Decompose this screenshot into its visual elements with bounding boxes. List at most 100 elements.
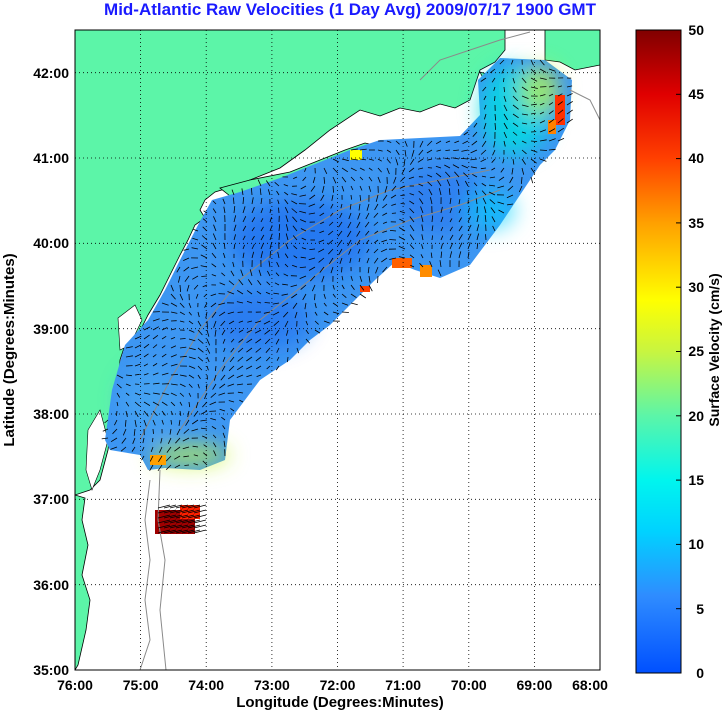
velocity-arrow	[203, 210, 208, 214]
velocity-arrow	[260, 226, 264, 232]
velocity-arrow	[188, 365, 196, 369]
velocity-arrow	[121, 437, 127, 444]
velocity-arrow	[503, 122, 508, 130]
velocity-arrow	[440, 235, 444, 241]
velocity-arrow	[241, 188, 244, 196]
velocity-arrow	[219, 282, 226, 286]
velocity-arrow	[557, 93, 563, 97]
colorbar-tick-label: 0	[696, 665, 704, 681]
velocity-arrow	[233, 244, 236, 250]
velocity-arrow	[161, 302, 169, 306]
colorbar-tick-label: 10	[688, 536, 704, 552]
velocity-arrow	[285, 233, 289, 241]
velocity-arrow	[114, 419, 118, 426]
velocity-arrow	[142, 437, 145, 444]
velocity-arrow	[518, 185, 523, 193]
velocity-arrow	[246, 365, 253, 370]
velocity-arrow	[482, 197, 487, 205]
velocity-arrow	[417, 167, 424, 170]
velocity-arrow	[462, 140, 469, 145]
velocity-arrow	[285, 215, 289, 223]
velocity-arrow	[539, 120, 546, 124]
velocity-arrow	[175, 504, 189, 509]
velocity-arrow	[475, 198, 478, 205]
velocity-arrow	[269, 208, 272, 214]
velocity-arrow	[521, 95, 529, 99]
velocity-arrow	[141, 455, 145, 461]
velocity-arrow	[566, 101, 573, 106]
velocity-arrow	[284, 263, 289, 268]
velocity-arrow	[188, 374, 195, 379]
velocity-arrow	[200, 254, 208, 259]
velocity-arrow	[223, 440, 226, 448]
velocity-arrow	[319, 212, 325, 217]
velocity-arrow	[430, 197, 433, 205]
velocity-arrow	[521, 131, 527, 134]
velocity-arrow	[264, 329, 271, 335]
velocity-arrow	[356, 221, 361, 229]
velocity-arrow	[401, 167, 406, 175]
velocity-arrow	[357, 212, 361, 220]
velocity-arrow	[152, 372, 159, 376]
colorbar-tick-label: 45	[688, 86, 704, 102]
velocity-arrow	[101, 437, 109, 440]
velocity-arrow	[183, 266, 190, 272]
velocity-arrow	[206, 374, 208, 380]
velocity-arrow	[341, 284, 345, 290]
velocity-arrow	[223, 242, 226, 250]
velocity-arrow	[227, 291, 235, 295]
velocity-arrow	[149, 464, 154, 472]
velocity-arrow	[260, 218, 264, 223]
velocity-arrow	[246, 347, 253, 353]
velocity-arrow	[170, 373, 179, 376]
x-tick-label: 75:00	[123, 677, 159, 693]
velocity-arrow	[449, 251, 453, 259]
velocity-arrow	[231, 189, 235, 196]
velocity-arrow	[230, 347, 235, 353]
velocity-arrow	[347, 239, 352, 246]
x-tick-label: 72:00	[320, 677, 356, 693]
velocity-arrow	[461, 149, 469, 152]
delaware-bay	[117, 304, 143, 351]
velocity-arrow	[483, 122, 487, 130]
velocity-arrow	[200, 419, 208, 422]
velocity-arrow	[197, 311, 200, 318]
velocity-arrow	[349, 257, 352, 264]
velocity-arrow	[161, 319, 169, 322]
velocity-arrow	[521, 149, 527, 155]
velocity-arrow	[233, 215, 237, 223]
velocity-arrow	[206, 365, 209, 371]
velocity-arrow	[503, 131, 507, 139]
velocity-arrow	[157, 464, 163, 472]
velocity-arrow	[251, 243, 255, 250]
velocity-arrow	[236, 374, 244, 378]
velocity-arrow	[337, 239, 343, 246]
velocity-arrow	[300, 284, 307, 290]
velocity-arrow	[265, 347, 271, 353]
velocity-arrow	[242, 197, 245, 205]
velocity-arrow	[491, 216, 496, 223]
velocity-arrow	[320, 194, 325, 202]
velocity-arrow	[539, 129, 547, 133]
velocity-arrow	[188, 302, 192, 309]
velocity-arrow	[266, 281, 271, 286]
colorbar-label: Surface Velocity (cm/s)	[706, 273, 722, 426]
velocity-arrow	[170, 363, 178, 367]
velocity-arrow	[116, 410, 118, 416]
velocity-arrow	[285, 243, 289, 250]
velocity-arrow	[417, 158, 424, 163]
velocity-arrow	[161, 419, 164, 425]
velocity-arrow	[548, 102, 554, 106]
velocity-arrow	[476, 224, 480, 232]
velocity-arrow	[440, 251, 443, 259]
velocity-arrow	[399, 210, 406, 214]
velocity-arrow	[255, 338, 262, 344]
colorbar-tick-label: 25	[688, 343, 704, 359]
velocity-arrow	[359, 176, 364, 181]
velocity-arrow	[284, 320, 289, 328]
velocity-arrow	[277, 251, 280, 259]
velocity-arrow	[328, 248, 334, 255]
velocity-arrow	[458, 208, 461, 214]
velocity-arrow	[381, 257, 388, 263]
velocity-arrow	[458, 234, 463, 241]
